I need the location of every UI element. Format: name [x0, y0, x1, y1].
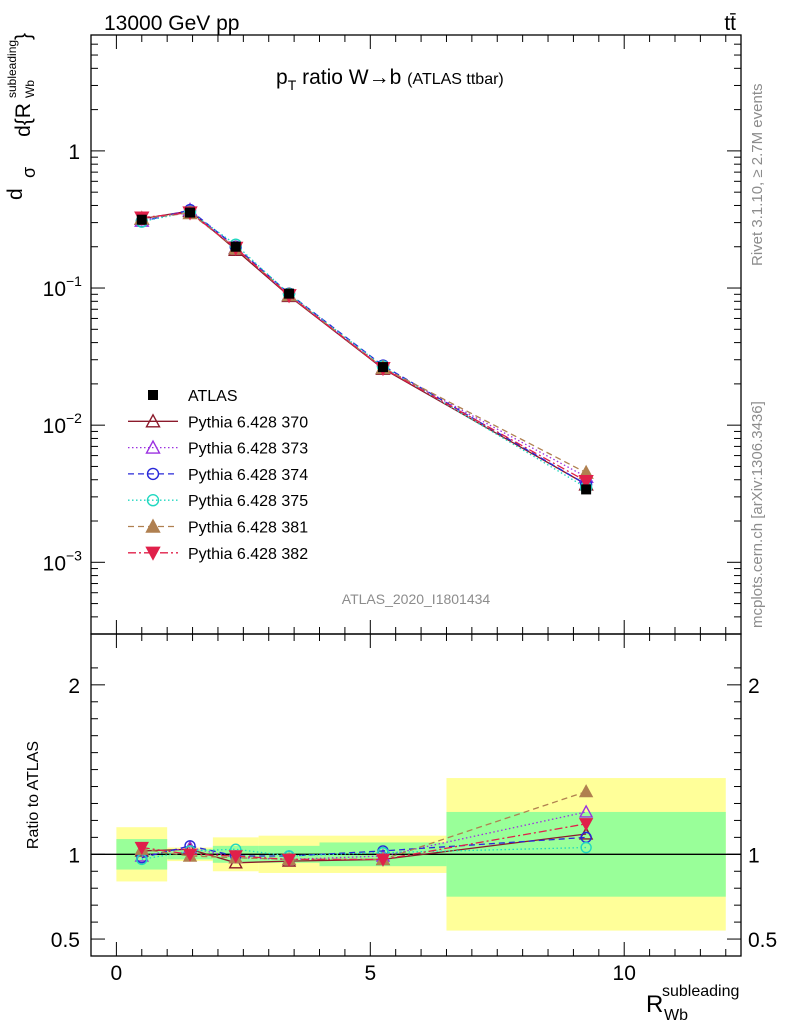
- legend-label: Pythia 6.428 373: [188, 441, 308, 458]
- ratio-series-group: [134, 784, 594, 869]
- plot-title-main: ratio W→b: [302, 66, 401, 89]
- analysis-id: ATLAS_2020_I1801434: [342, 591, 491, 607]
- data-point: [185, 207, 196, 218]
- legend-entry: Pythia 6.428 374: [128, 467, 308, 484]
- ratio-series-line: [141, 790, 587, 861]
- ratio-series-point: [228, 850, 243, 864]
- ratio-series-point: [578, 804, 594, 818]
- data-series: [136, 207, 592, 495]
- x-axis-label-main: R: [646, 991, 663, 1018]
- ratio-series: [134, 818, 594, 867]
- data-point: [230, 241, 241, 252]
- main-series-line: [141, 209, 587, 485]
- main-y-axis-label-sigma: σ: [19, 167, 39, 178]
- x-tick-label: 0: [111, 962, 123, 985]
- ratio-y-tick-label-right: 1: [748, 844, 760, 867]
- data-point: [377, 362, 388, 373]
- side-note-rivet: Rivet 3.1.10, ≥ 2.7M events: [749, 84, 766, 267]
- svg-text:d{R: d{R: [12, 103, 35, 137]
- side-note-mcplots: mcplots.cern.ch [arXiv:1306.3436]: [749, 401, 766, 628]
- legend-entry: Pythia 6.428 370: [128, 413, 308, 431]
- ratio-series-line: [141, 811, 587, 861]
- ratio-y-tick-label-right: 2: [748, 675, 760, 698]
- legend-entry: ATLAS: [148, 388, 238, 405]
- ratio-series-point: [375, 853, 391, 867]
- main-y-tick-label: 10: [43, 278, 66, 301]
- x-tick-label: 5: [364, 962, 376, 985]
- legend-entry: Pythia 6.428 373: [128, 439, 308, 458]
- main-y-tick-exponent: −1: [66, 273, 82, 289]
- ratio-series-point: [182, 848, 198, 862]
- ratio-plot-frame: [90, 633, 742, 957]
- svg-text:}: }: [12, 33, 35, 40]
- x-axis-label-sup: subleading: [662, 983, 739, 1000]
- legend-entry: Pythia 6.428 375: [128, 493, 308, 510]
- main-series-line: [141, 209, 587, 478]
- ratio-y-tick-label-right: 0.5: [748, 929, 777, 952]
- legend-marker: [146, 494, 160, 507]
- legend-label: Pythia 6.428 382: [188, 546, 308, 563]
- svg-text:subleading: subleading: [5, 40, 19, 98]
- ratio-y-tick-label: 1: [68, 844, 80, 867]
- legend-label: Pythia 6.428 374: [188, 467, 308, 484]
- main-y-tick-label: 1: [68, 141, 80, 164]
- ratio-series-point: [281, 853, 297, 867]
- plot-title: pT ratio W→b (ATLAS ttbar): [276, 66, 504, 93]
- legend-marker: [146, 467, 160, 481]
- legend-entry: Pythia 6.428 381: [128, 518, 308, 537]
- legend-marker: [145, 439, 161, 454]
- main-series: [134, 205, 594, 479]
- ratio-series-line: [141, 836, 587, 859]
- main-y-axis-label: d{R Wb subleading }: [5, 33, 37, 137]
- main-y-tick-exponent: −2: [66, 410, 82, 426]
- legend-marker: [145, 518, 161, 533]
- legend-marker: [145, 413, 161, 428]
- data-point: [136, 214, 147, 225]
- main-series-group: [134, 202, 594, 495]
- main-y-axis-label-prefix: d: [4, 188, 27, 200]
- ratio-series-line: [141, 823, 587, 861]
- legend-entry: Pythia 6.428 382: [128, 546, 308, 563]
- main-y-tick-exponent: −3: [66, 547, 82, 563]
- ratio-series-point: [580, 841, 592, 854]
- main-series-line: [141, 212, 587, 474]
- main-series-point: [578, 475, 594, 490]
- data-point: [581, 484, 592, 495]
- main-plot-frame: [90, 34, 742, 635]
- ratio-y-tick-label: 2: [68, 675, 80, 698]
- ratio-series-line: [141, 846, 587, 861]
- legend-marker: [148, 390, 158, 400]
- ratio-y-axis-label: Ratio to ATLAS: [25, 741, 42, 849]
- x-tick-label: 10: [613, 962, 636, 985]
- process-label: tt̄: [724, 12, 736, 35]
- legend-marker: [145, 546, 161, 561]
- x-axis-label-sub: Wb: [664, 1007, 688, 1024]
- legend: ATLAS Pythia 6.428 370 Pythia 6.428 373 Pyt…: [128, 388, 308, 563]
- ratio-series-point: [578, 818, 594, 832]
- ratio-series-point: [578, 784, 594, 798]
- main-y-tick-label: 10: [43, 415, 66, 438]
- energy-label: 13000 GeV pp: [104, 12, 239, 35]
- data-point: [284, 288, 295, 299]
- legend-label: Pythia 6.428 375: [188, 493, 308, 510]
- legend-label: Pythia 6.428 370: [188, 414, 308, 431]
- plot-title-sub: (ATLAS ttbar): [407, 71, 504, 88]
- legend-label: Pythia 6.428 381: [188, 520, 308, 537]
- ratio-series-point: [134, 841, 149, 855]
- legend-label: ATLAS: [188, 388, 238, 405]
- x-axis-label: R: [646, 991, 663, 1018]
- svg-text:Wb: Wb: [23, 80, 37, 98]
- ratio-y-tick-label: 0.5: [51, 929, 80, 952]
- main-y-tick-label: 10: [43, 552, 66, 575]
